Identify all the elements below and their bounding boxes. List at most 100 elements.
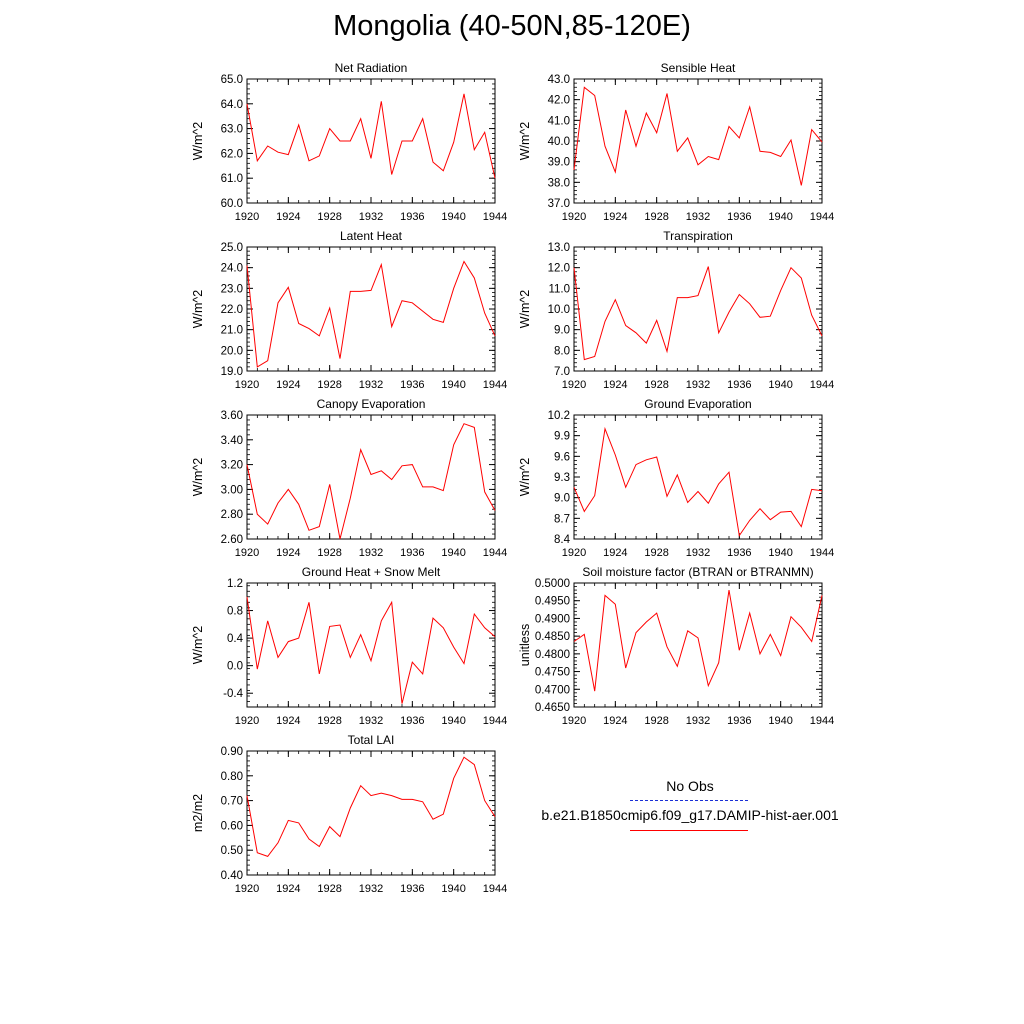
x-tick-label: 1932 [359,883,383,895]
plot-frame [573,414,823,540]
series-line [246,423,496,540]
y-tick-label: 3.20 [221,460,243,472]
x-tick-label: 1924 [276,379,300,391]
y-tick-label: 22.0 [221,304,243,316]
legend-obs-line [630,800,748,801]
y-axis-label: W/m^2 [518,458,532,497]
x-tick-label: 1920 [562,379,586,391]
x-tick-label: 1936 [400,715,424,727]
x-tick-label: 1940 [441,715,465,727]
x-tick-label: 1920 [562,547,586,559]
plot-frame [573,582,823,708]
y-axis-label: W/m^2 [191,458,205,497]
y-tick-label: 12.0 [548,263,570,275]
y-tick-label: 62.0 [221,148,243,160]
x-tick-label: 1944 [483,379,507,391]
y-tick-label: 0.0 [227,661,243,673]
plot-frame [246,78,496,204]
x-tick-label: 1928 [644,547,668,559]
x-tick-label: 1924 [603,715,627,727]
y-tick-label: 8.4 [554,534,571,546]
y-axis-label: W/m^2 [191,122,205,161]
x-tick-label: 1932 [686,715,710,727]
y-tick-label: 0.4950 [535,596,570,608]
y-tick-label: 0.5000 [535,578,570,590]
y-tick-label: 10.0 [548,304,570,316]
x-tick-label: 1928 [317,211,341,223]
plot-frame [246,246,496,372]
y-tick-label: 25.0 [221,242,243,254]
x-tick-label: 1932 [686,547,710,559]
x-tick-label: 1924 [276,547,300,559]
series-line [573,426,823,537]
x-tick-label: 1940 [441,379,465,391]
y-tick-label: 60.0 [221,198,243,210]
panel-total-lai: 1920 1924 1928 1932 1936 1940 1944 0.40 0.50 0.60… [191,733,507,895]
y-tick-label: 2.80 [221,509,243,521]
x-tick-label: 1944 [483,211,507,223]
y-tick-label: 65.0 [221,74,243,86]
x-tick-label: 1932 [359,211,383,223]
y-axis-label: W/m^2 [191,626,205,665]
y-tick-label: 43.0 [548,74,570,86]
y-tick-label: 3.00 [221,484,243,496]
y-tick-label: 9.3 [554,472,570,484]
y-axis-label: unitless [518,624,532,666]
x-tick-label: 1924 [276,883,300,895]
plot-frame [246,414,496,540]
x-tick-label: 1940 [441,211,465,223]
x-tick-label: 1928 [317,547,341,559]
y-tick-label: 37.0 [548,198,570,210]
series-line [246,93,496,179]
y-tick-label: 42.0 [548,95,570,107]
y-axis-label: W/m^2 [518,122,532,161]
y-tick-label: 39.0 [548,157,570,169]
y-tick-label: 8.7 [554,513,570,525]
y-tick-label: 0.4900 [535,613,570,625]
panel-ground-evaporation: 1920 1924 1928 1932 1936 1940 1944 8.4 8.7 9.0 9.3… [518,397,834,559]
legend-model-line [630,830,748,831]
panel-ground-heat-snow-melt: 1920 1924 1928 1932 1936 1940 1944 -0.4 0.0 0.4 0.… [191,565,507,727]
x-tick-label: 1928 [644,715,668,727]
y-tick-label: 41.0 [548,115,570,127]
y-axis-label: W/m^2 [191,290,205,329]
y-tick-label: 20.0 [221,345,243,357]
x-tick-label: 1936 [400,211,424,223]
x-tick-label: 1932 [359,379,383,391]
x-tick-label: 1920 [235,715,259,727]
x-tick-label: 1936 [727,379,751,391]
y-tick-label: 38.0 [548,177,570,189]
series-line [246,756,496,857]
panel-title: Net Radiation [335,61,408,75]
y-tick-label: 0.4800 [535,649,570,661]
y-tick-label: 13.0 [548,242,570,254]
x-tick-label: 1920 [562,715,586,727]
y-tick-label: 61.0 [221,173,243,185]
x-tick-label: 1936 [400,883,424,895]
x-tick-label: 1944 [810,715,834,727]
panel-title: Soil moisture factor (BTRAN or BTRANMN) [582,565,813,579]
y-tick-label: 8.0 [554,345,570,357]
x-tick-label: 1928 [317,379,341,391]
y-tick-label: 7.0 [554,366,570,378]
x-tick-label: 1932 [686,379,710,391]
x-tick-label: 1928 [317,883,341,895]
y-tick-label: 0.4 [227,633,244,645]
panel-canopy-evaporation: 1920 1924 1928 1932 1936 1940 1944 2.60 2.80 3.00… [191,397,507,559]
panel-title: Latent Heat [340,229,403,243]
y-tick-label: 0.90 [221,746,243,758]
y-tick-label: 0.8 [227,606,243,618]
y-axis-label: m2/m2 [191,794,205,832]
series-line [246,260,496,368]
series-line [573,590,823,692]
y-tick-label: 0.70 [221,796,243,808]
panel-title: Canopy Evaporation [317,397,426,411]
y-tick-label: 9.0 [554,325,570,337]
y-tick-label: 23.0 [221,283,243,295]
panel-title: Total LAI [348,733,395,747]
x-tick-label: 1940 [768,547,792,559]
y-tick-label: 24.0 [221,263,243,275]
x-tick-label: 1924 [603,379,627,391]
panel-title: Ground Heat + Snow Melt [302,565,441,579]
